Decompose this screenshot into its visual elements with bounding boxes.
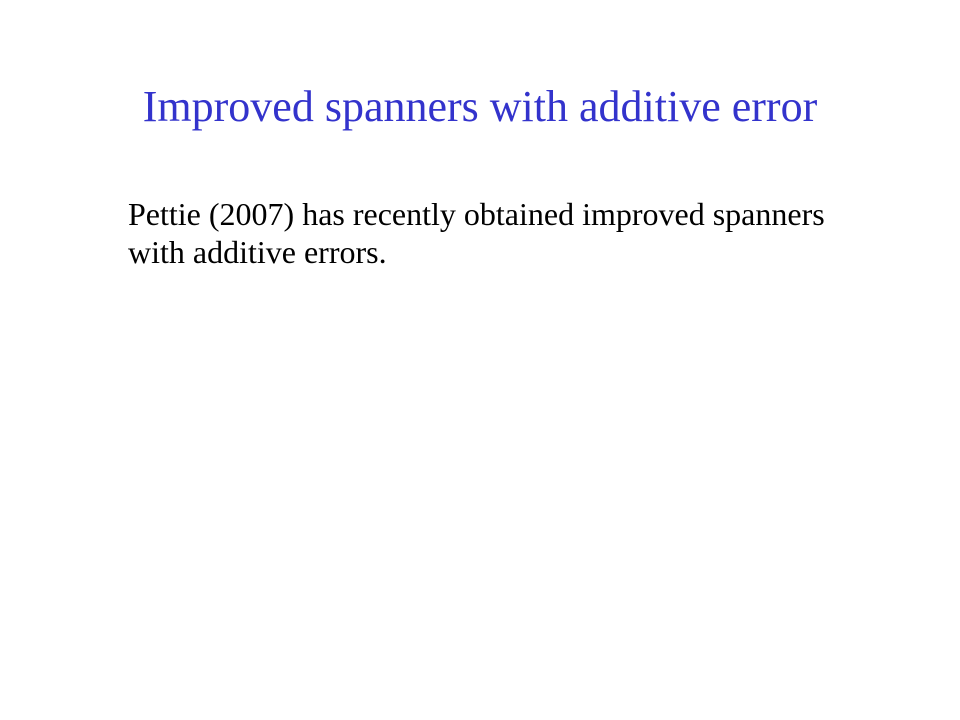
slide: Improved spanners with additive error Pe…	[0, 0, 960, 720]
slide-body-text: Pettie (2007) has recently obtained impr…	[128, 195, 848, 272]
slide-title: Improved spanners with additive error	[0, 82, 960, 133]
